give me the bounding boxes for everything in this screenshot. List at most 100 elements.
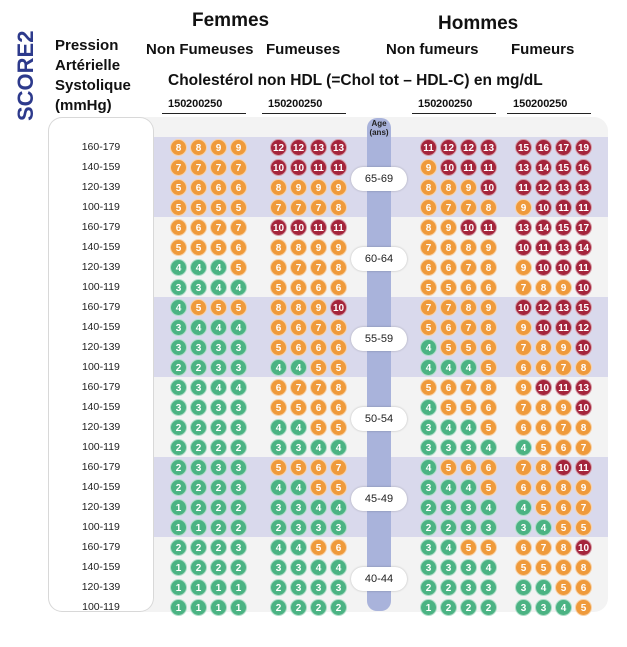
risk-cell: 4: [420, 399, 437, 416]
risk-cell: 10: [575, 399, 592, 416]
risk-cell: 4: [290, 539, 307, 556]
risk-cell: 6: [535, 479, 552, 496]
risk-cell: 12: [535, 299, 552, 316]
sbp-row-label: 100-119: [82, 441, 120, 453]
risk-cell: 8: [440, 179, 457, 196]
risk-cell: 9: [480, 239, 497, 256]
sbp-row-label: 120-139: [81, 581, 121, 593]
risk-cell: 3: [460, 439, 477, 456]
risk-cell: 8: [555, 539, 572, 556]
risk-cell: 5: [270, 339, 287, 356]
risk-cell: 8: [330, 379, 347, 396]
risk-cell: 5: [440, 339, 457, 356]
risk-cell: 11: [310, 219, 327, 236]
tick-underline: [412, 113, 496, 114]
risk-cell: 2: [230, 439, 247, 456]
risk-cell: 6: [330, 339, 347, 356]
risk-cell: 1: [420, 599, 437, 616]
risk-cell: 5: [330, 479, 347, 496]
risk-cell: 4: [330, 559, 347, 576]
risk-cell: 6: [515, 359, 532, 376]
risk-cell: 13: [330, 139, 347, 156]
women-smokers-header: Fumeuses: [266, 41, 341, 58]
risk-cell: 2: [230, 499, 247, 516]
risk-cell: 7: [440, 299, 457, 316]
risk-cell: 7: [515, 279, 532, 296]
age-band-label: 40-44: [351, 567, 407, 591]
risk-cell: 4: [170, 259, 187, 276]
risk-cell: 3: [230, 479, 247, 496]
risk-cell: 7: [440, 199, 457, 216]
age-band-label: 55-59: [351, 327, 407, 351]
risk-cell: 10: [575, 539, 592, 556]
risk-cell: 3: [230, 419, 247, 436]
risk-cell: 2: [210, 419, 227, 436]
risk-cell: 11: [460, 159, 477, 176]
risk-cell: 3: [170, 379, 187, 396]
risk-cell: 5: [575, 599, 592, 616]
age-band-label: 60-64: [351, 247, 407, 271]
risk-cell: 4: [330, 499, 347, 516]
risk-cell: 9: [420, 159, 437, 176]
risk-cell: 7: [515, 399, 532, 416]
risk-cell: 5: [535, 439, 552, 456]
risk-cell: 6: [270, 319, 287, 336]
risk-cell: 6: [190, 219, 207, 236]
risk-cell: 5: [310, 359, 327, 376]
risk-cell: 1: [210, 599, 227, 616]
risk-cell: 3: [230, 459, 247, 476]
sbp-row-label: 160-179: [81, 221, 121, 233]
risk-cell: 3: [210, 459, 227, 476]
risk-cell: 2: [190, 499, 207, 516]
risk-cell: 3: [480, 519, 497, 536]
risk-cell: 6: [210, 179, 227, 196]
risk-cell: 4: [460, 479, 477, 496]
cholesterol-tick-label: 150: [418, 98, 437, 110]
risk-cell: 2: [170, 539, 187, 556]
risk-cell: 4: [330, 439, 347, 456]
risk-cell: 3: [210, 399, 227, 416]
risk-cell: 3: [210, 359, 227, 376]
risk-cell: 5: [290, 459, 307, 476]
risk-cell: 2: [440, 579, 457, 596]
age-bar: [367, 118, 391, 611]
risk-cell: 4: [270, 359, 287, 376]
risk-cell: 15: [575, 299, 592, 316]
risk-cell: 5: [420, 319, 437, 336]
risk-cell: 3: [230, 359, 247, 376]
risk-cell: 6: [515, 419, 532, 436]
risk-cell: 5: [210, 199, 227, 216]
tick-underline: [262, 113, 346, 114]
risk-cell: 3: [190, 459, 207, 476]
risk-cell: 16: [535, 139, 552, 156]
risk-cell: 2: [190, 539, 207, 556]
sbp-row-label: 120-139: [81, 341, 121, 353]
cholesterol-tick-label: 200: [286, 98, 305, 110]
risk-cell: 10: [535, 259, 552, 276]
risk-cell: 3: [170, 319, 187, 336]
cholesterol-tick-label: 150: [268, 98, 287, 110]
risk-cell: 10: [270, 159, 287, 176]
risk-cell: 2: [270, 519, 287, 536]
risk-cell: 3: [440, 559, 457, 576]
risk-cell: 9: [555, 279, 572, 296]
risk-cell: 6: [230, 239, 247, 256]
risk-cell: 9: [575, 479, 592, 496]
risk-cell: 9: [330, 179, 347, 196]
sbp-row-label: 100-119: [82, 601, 120, 613]
risk-cell: 6: [310, 399, 327, 416]
risk-cell: 1: [170, 559, 187, 576]
risk-cell: 1: [170, 499, 187, 516]
risk-cell: 7: [190, 159, 207, 176]
risk-cell: 3: [420, 439, 437, 456]
risk-cell: 10: [575, 339, 592, 356]
risk-cell: 3: [310, 579, 327, 596]
risk-cell: 1: [190, 579, 207, 596]
men-smokers-header: Fumeurs: [511, 41, 575, 58]
risk-cell: 7: [310, 379, 327, 396]
risk-cell: 2: [420, 499, 437, 516]
risk-cell: 13: [515, 159, 532, 176]
risk-cell: 7: [290, 259, 307, 276]
risk-cell: 17: [555, 139, 572, 156]
sbp-row-label: 120-139: [81, 181, 121, 193]
